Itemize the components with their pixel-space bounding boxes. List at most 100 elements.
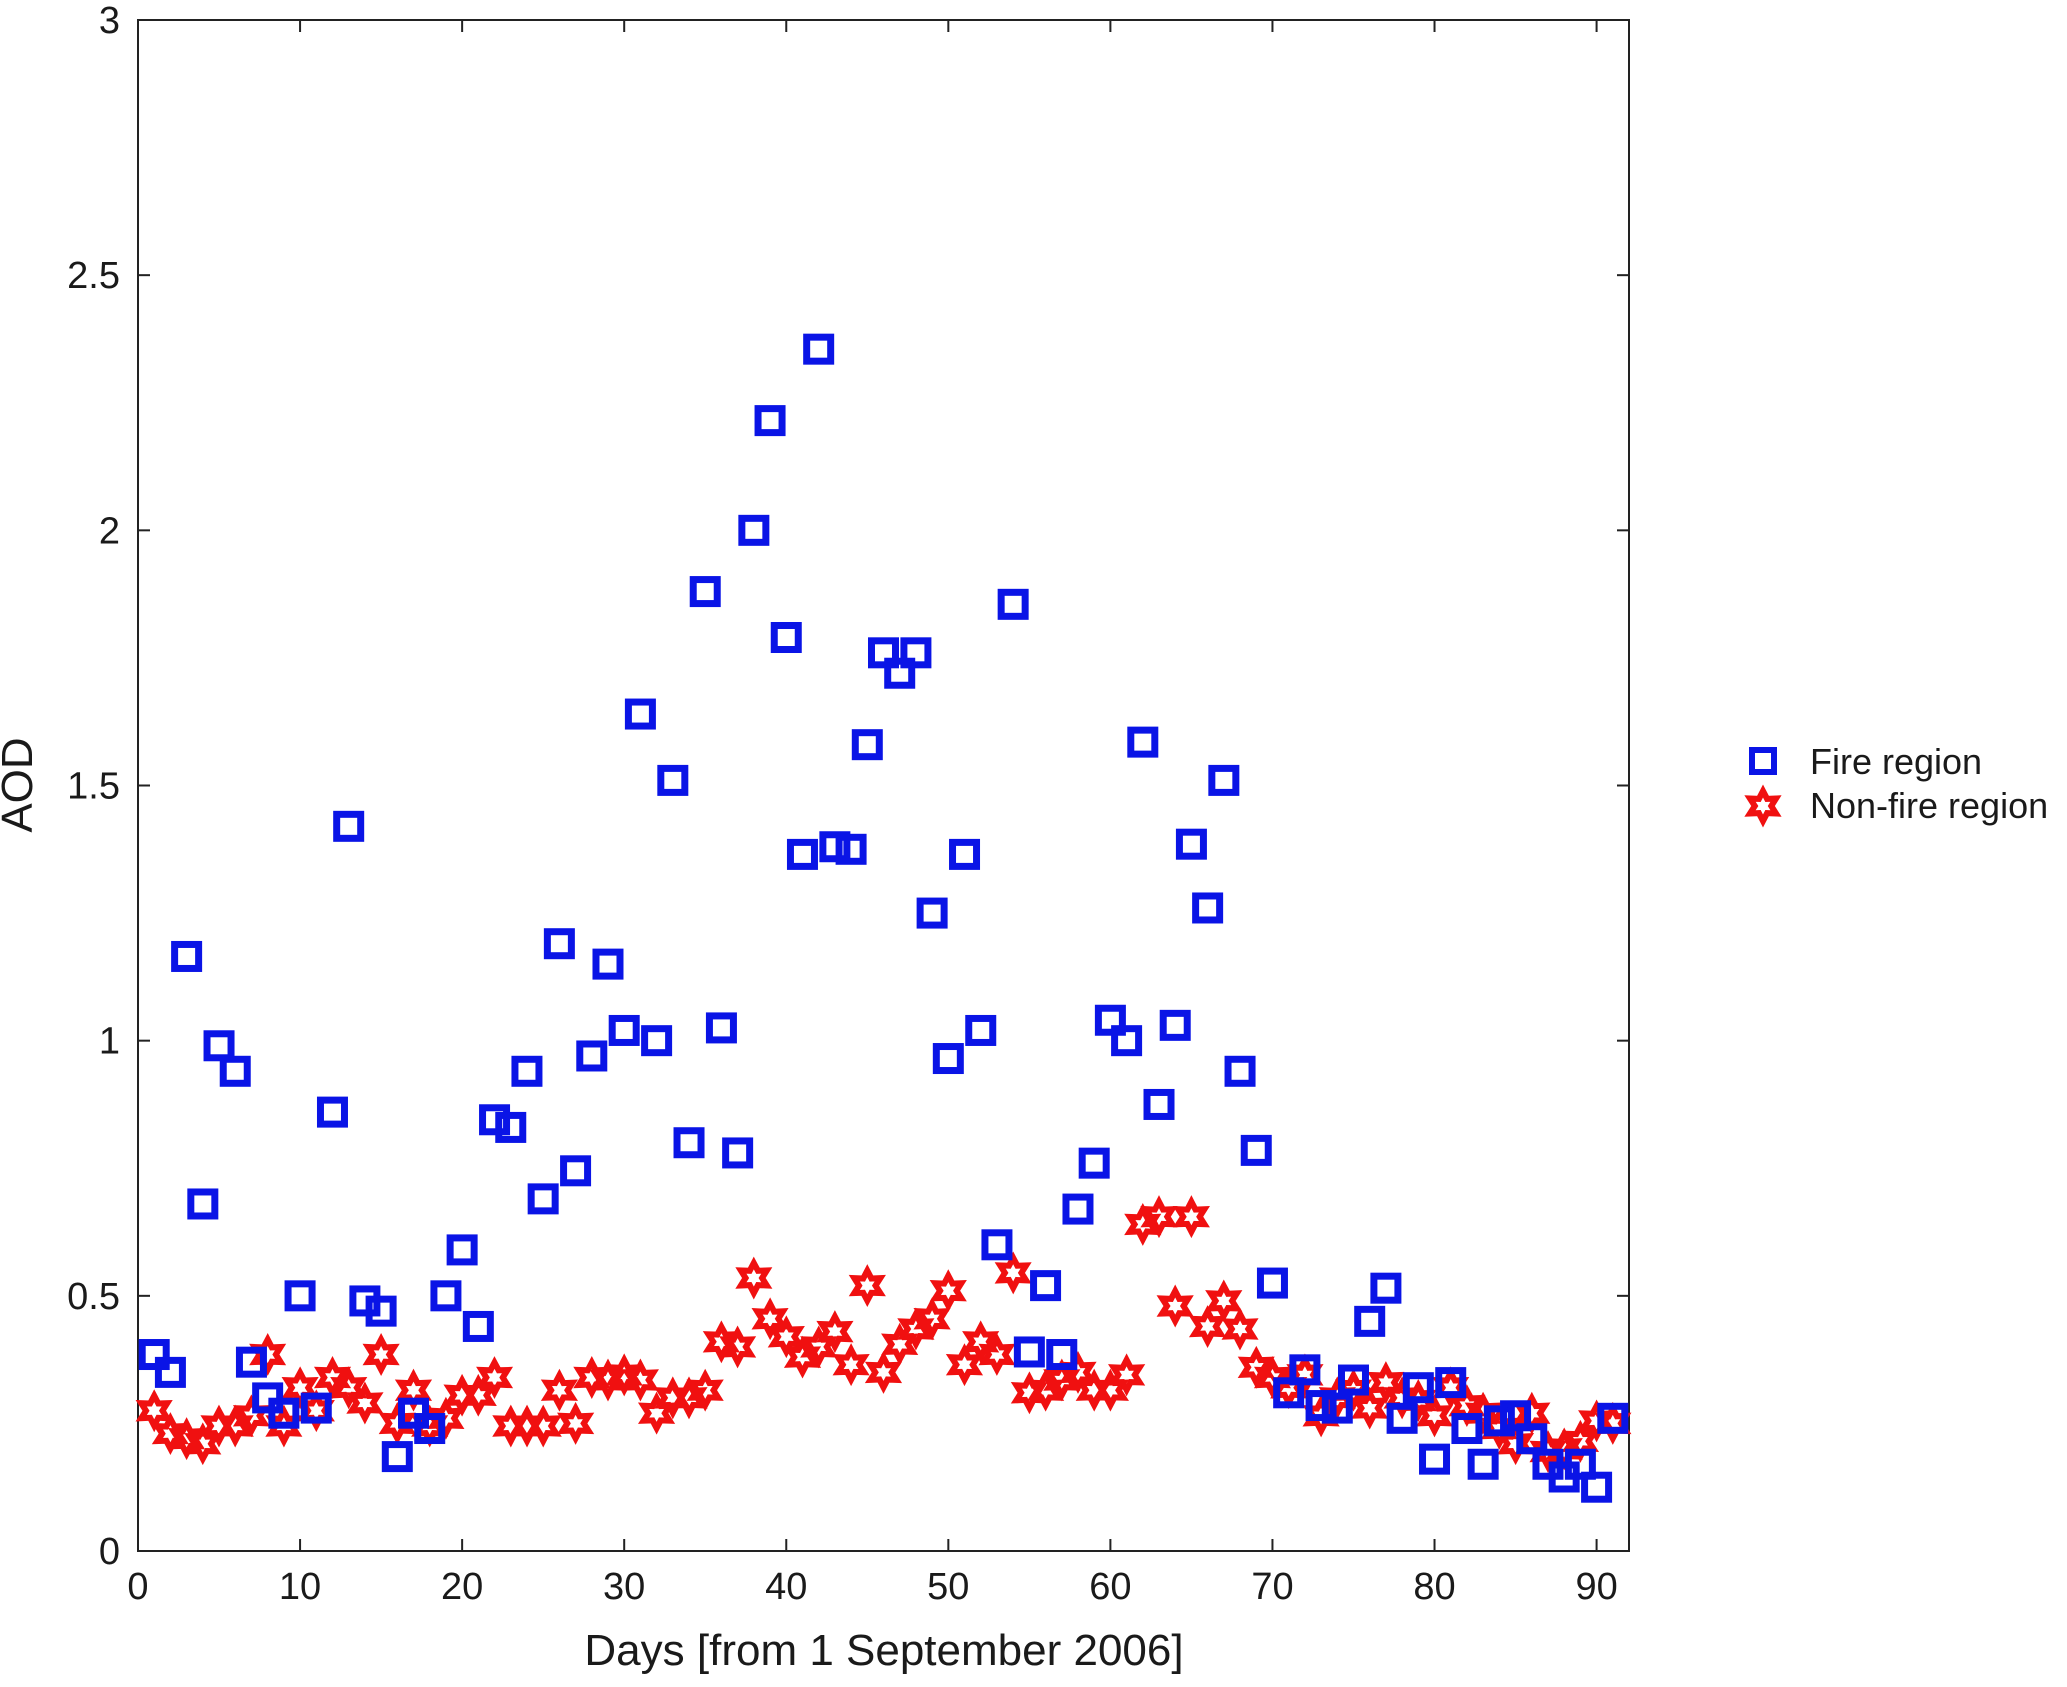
fire-point (1192, 892, 1224, 924)
fire-point (1321, 1392, 1353, 1424)
nonfire-point (540, 1368, 579, 1412)
y-tick-label: 0.5 (67, 1276, 120, 1318)
fire-point (1273, 1377, 1305, 1409)
fire-point (932, 1043, 964, 1075)
fire-point (300, 1392, 332, 1424)
fire-point (1289, 1354, 1321, 1386)
nonfire-point (313, 1356, 352, 1400)
x-tick-label: 70 (1251, 1566, 1293, 1608)
nonfire-point (476, 1356, 514, 1399)
y-tick-label: 0 (99, 1531, 120, 1573)
fire-point (851, 729, 883, 761)
fire-point (916, 897, 948, 929)
nonfire-point (962, 1320, 1000, 1364)
y-tick-label: 1.5 (67, 766, 120, 808)
nonfire-point (1108, 1353, 1146, 1397)
nonfire-point (978, 1333, 1016, 1376)
fire-point (543, 928, 575, 960)
y-tick-label: 2.5 (67, 255, 120, 297)
y-axis-ticks: 0 0.5 1 1.5 2 2.5 3 (67, 0, 1629, 1573)
fire-point (462, 1310, 494, 1342)
fire-point (187, 1188, 219, 1220)
x-tick-label: 30 (603, 1566, 645, 1608)
fire-point (835, 833, 867, 865)
nonfire-point (686, 1368, 724, 1412)
nonfire-point (929, 1269, 967, 1313)
y-tick-label: 1 (99, 1021, 120, 1063)
fire-point (1224, 1055, 1256, 1087)
nonfire-point (945, 1343, 984, 1387)
legend-nonfire-marker (1744, 784, 1782, 828)
nonfire-point (1237, 1345, 1275, 1389)
fire-point (1159, 1009, 1191, 1041)
fire-point (365, 1295, 397, 1327)
fire-point (770, 622, 802, 654)
fire-point (997, 588, 1029, 620)
fire-point (1435, 1367, 1467, 1399)
nonfire-point (913, 1297, 951, 1341)
fire-point (154, 1356, 186, 1388)
fire-point (284, 1280, 316, 1312)
fire-point (1094, 1004, 1126, 1036)
x-axis-label: Days [from 1 September 2006] (584, 1626, 1183, 1675)
x-tick-label: 60 (1089, 1566, 1131, 1608)
x-tick-label: 50 (927, 1566, 969, 1608)
fire-point (1483, 1405, 1515, 1437)
fire-point (1078, 1147, 1110, 1179)
nonfire-point (216, 1404, 254, 1448)
data-marks (135, 333, 1632, 1503)
nonfire-point (557, 1401, 595, 1445)
nonfire-point (670, 1376, 708, 1420)
legend: Fire region Non-fire region (1744, 741, 2048, 828)
fire-point (592, 948, 624, 980)
fire-point (138, 1339, 170, 1371)
fire-point (268, 1397, 300, 1429)
nonfire-point (767, 1315, 805, 1359)
fire-point (1370, 1272, 1402, 1304)
fire-point (333, 810, 365, 842)
x-tick-label: 20 (441, 1566, 483, 1608)
fire-point (511, 1055, 543, 1087)
nonfire-point (524, 1404, 562, 1448)
fire-point (657, 764, 689, 796)
fire-point (786, 838, 818, 870)
nonfire-point (1156, 1284, 1194, 1328)
nonfire-point (1027, 1368, 1065, 1412)
fire-point (981, 1229, 1013, 1261)
nonfire-point (719, 1325, 757, 1369)
nonfire-point (346, 1381, 384, 1425)
nonfire-point (378, 1401, 416, 1445)
nonfire-point (1367, 1361, 1405, 1405)
fire-point (1419, 1443, 1451, 1475)
nonfire-point (1188, 1305, 1227, 1348)
nonfire-point (897, 1307, 935, 1351)
fire-point (1597, 1402, 1629, 1434)
fire-point (1467, 1448, 1499, 1480)
fire-point (414, 1413, 446, 1445)
y-tick-label: 3 (99, 0, 120, 42)
nonfire-point (832, 1343, 870, 1387)
fire-point (949, 838, 981, 870)
fire-point (1564, 1448, 1596, 1480)
nonfire-point (1253, 1356, 1291, 1399)
fire-point (624, 698, 656, 730)
fire-point (1386, 1402, 1418, 1434)
nonfire-point (816, 1310, 854, 1354)
fire-point (900, 637, 932, 669)
fire-point (203, 1030, 235, 1062)
fire-point (673, 1127, 705, 1159)
nonfire-point (1205, 1279, 1243, 1323)
fire-point (1500, 1400, 1532, 1432)
x-axis-ticks: 0 10 20 30 40 50 60 70 80 90 (127, 20, 1618, 1608)
nonfire-point (362, 1332, 400, 1376)
fire-point (608, 1014, 640, 1046)
x-tick-label: 80 (1413, 1566, 1455, 1608)
fire-point (689, 576, 721, 608)
nonfire-point (783, 1335, 822, 1379)
fire-point (527, 1183, 559, 1215)
fire-point (1354, 1305, 1386, 1337)
fire-point (381, 1441, 413, 1473)
nonfire-point (1124, 1202, 1162, 1246)
fire-point (1402, 1372, 1434, 1404)
